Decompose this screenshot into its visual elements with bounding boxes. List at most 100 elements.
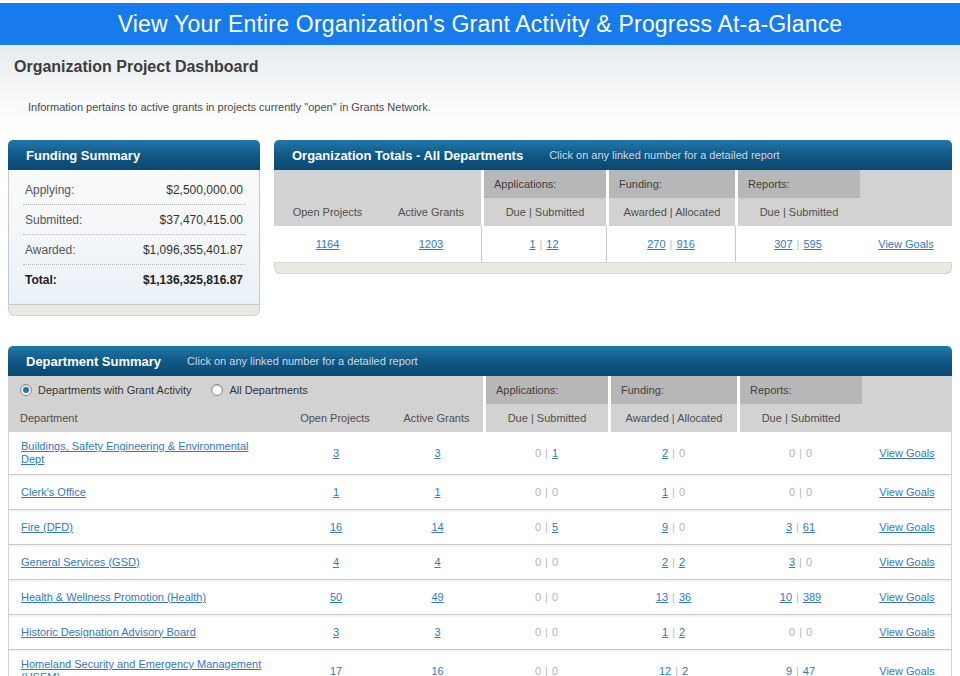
count-value[interactable]: 270 (647, 238, 665, 250)
dept-group-spacer (862, 376, 952, 404)
banner-title: View Your Entire Organization's Grant Ac… (118, 11, 843, 37)
column-reports: Due | Submitted (735, 198, 860, 226)
active-grants-link[interactable]: 1203 (419, 238, 443, 250)
count-value: 0 (806, 486, 812, 498)
pipe-separator: | (541, 556, 552, 568)
open-projects-link[interactable]: 3 (333, 626, 339, 638)
funding-value: $1,096,355,401.87 (143, 243, 243, 257)
funding-cell: 12|2 (609, 650, 738, 676)
group-funding: Funding: (606, 170, 735, 198)
reports-cell: 307|595 (735, 226, 860, 262)
reports-cell: 9|47 (738, 650, 863, 676)
funding-value: $2,500,000.00 (166, 183, 243, 197)
view-goals-link[interactable]: View Goals (879, 665, 934, 676)
count-value[interactable]: 2 (679, 556, 685, 568)
count-value[interactable]: 36 (679, 591, 691, 603)
radio-departments-with-grant-activity[interactable]: Departments with Grant Activity (20, 384, 191, 396)
column-department: Department (8, 404, 280, 432)
view-goals-link[interactable]: View Goals (878, 238, 933, 250)
funding-label: Total: (25, 273, 57, 287)
active-grants-link[interactable]: 16 (431, 665, 443, 676)
department-link[interactable]: Buildings, Safety Engineering & Environm… (21, 440, 267, 466)
count-value[interactable]: 1 (552, 447, 558, 459)
count-value[interactable]: 2 (682, 665, 688, 676)
department-summary-title: Department Summary (26, 354, 161, 369)
org-totals-panel: Organization Totals - All Departments Cl… (274, 140, 952, 274)
pipe-separator: | (668, 626, 679, 638)
active-grants-link[interactable]: 1 (434, 486, 440, 498)
count-value[interactable]: 5 (552, 521, 558, 533)
department-column-labels: Department Open Projects Active Grants D… (8, 404, 952, 432)
radio-selected-icon[interactable] (20, 384, 32, 396)
pipe-separator: | (541, 447, 552, 459)
open-projects-link[interactable]: 1 (333, 486, 339, 498)
count-value[interactable]: 389 (803, 591, 821, 603)
view-goals-link[interactable]: View Goals (879, 626, 934, 638)
department-link[interactable]: Health & Wellness Promotion (Health) (21, 591, 206, 604)
department-link[interactable]: General Services (GSD) (21, 556, 140, 569)
org-totals-subtitle: Click on any linked number for a detaile… (549, 149, 780, 161)
funding-cell: 2|0 (609, 432, 738, 474)
funding-cell: 2|2 (609, 545, 738, 579)
active-grants-link[interactable]: 49 (431, 591, 443, 603)
pipe-separator: | (541, 665, 552, 676)
open-projects-link[interactable]: 50 (330, 591, 342, 603)
open-projects-link[interactable]: 16 (330, 521, 342, 533)
active-grants-link[interactable]: 3 (434, 626, 440, 638)
page-note: Information pertains to active grants in… (28, 101, 960, 113)
reports-cell: 0|0 (738, 475, 863, 509)
reports-cell: 0|0 (738, 432, 863, 474)
count-value[interactable]: 47 (803, 665, 815, 676)
open-projects-link[interactable]: 3 (333, 447, 339, 459)
funding-row-total: Total: $1,136,325,816.87 (23, 265, 245, 294)
active-grants-link[interactable]: 14 (431, 521, 443, 533)
count-value[interactable]: 10 (780, 591, 792, 603)
view-goals-link[interactable]: View Goals (879, 521, 934, 533)
count-value[interactable]: 307 (774, 238, 792, 250)
count-value[interactable]: 2 (679, 626, 685, 638)
department-link[interactable]: Clerk's Office (21, 486, 86, 499)
org-totals-column-band: Applications: Funding: Reports: Open Pro… (274, 170, 952, 226)
funding-row-submitted: Submitted: $37,470,415.00 (23, 205, 245, 235)
column-funding: Awarded | Allocated (608, 404, 737, 432)
reports-cell: 3|0 (738, 545, 863, 579)
funding-row-applying: Applying: $2,500,000.00 (23, 175, 245, 205)
count-value[interactable]: 595 (803, 238, 821, 250)
column-active-grants: Active Grants (390, 404, 483, 432)
count-value[interactable]: 916 (676, 238, 694, 250)
pipe-separator: | (668, 521, 679, 533)
radio-unselected-icon[interactable] (211, 384, 223, 396)
department-column-band: Departments with Grant Activity All Depa… (8, 376, 952, 432)
open-projects-link[interactable]: 1164 (316, 238, 340, 250)
funding-cell: 13|36 (609, 580, 738, 614)
count-value[interactable]: 12 (659, 665, 671, 676)
page-title: Organization Project Dashboard (14, 58, 960, 76)
count-value[interactable]: 13 (656, 591, 668, 603)
pipe-separator: | (666, 238, 677, 250)
pipe-separator: | (541, 591, 552, 603)
radio-label: Departments with Grant Activity (38, 384, 191, 396)
view-goals-link[interactable]: View Goals (879, 447, 934, 459)
department-link[interactable]: Homeland Security and Emergency Manageme… (21, 658, 267, 676)
pipe-separator: | (795, 486, 806, 498)
count-value[interactable]: 61 (803, 521, 815, 533)
view-goals-link[interactable]: View Goals (879, 591, 934, 603)
table-row: Buildings, Safety Engineering & Environm… (9, 432, 951, 474)
view-goals-link[interactable]: View Goals (879, 486, 934, 498)
funding-cell: 9|0 (609, 510, 738, 544)
view-goals-link[interactable]: View Goals (879, 556, 934, 568)
open-projects-link[interactable]: 4 (333, 556, 339, 568)
department-link[interactable]: Fire (DFD) (21, 521, 73, 534)
pipe-separator: | (541, 486, 552, 498)
radio-all-departments[interactable]: All Departments (211, 384, 307, 396)
active-grants-link[interactable]: 3 (434, 447, 440, 459)
org-group-spacer (274, 170, 481, 198)
department-rows: Buildings, Safety Engineering & Environm… (8, 432, 952, 676)
department-filter-radios: Departments with Grant Activity All Depa… (8, 376, 483, 404)
open-projects-link[interactable]: 17 (330, 665, 342, 676)
active-grants-link[interactable]: 4 (434, 556, 440, 568)
count-value[interactable]: 12 (546, 238, 558, 250)
top-banner: View Your Entire Organization's Grant Ac… (0, 3, 960, 45)
pipe-separator: | (795, 556, 806, 568)
department-link[interactable]: Historic Designation Advisory Board (21, 626, 196, 639)
